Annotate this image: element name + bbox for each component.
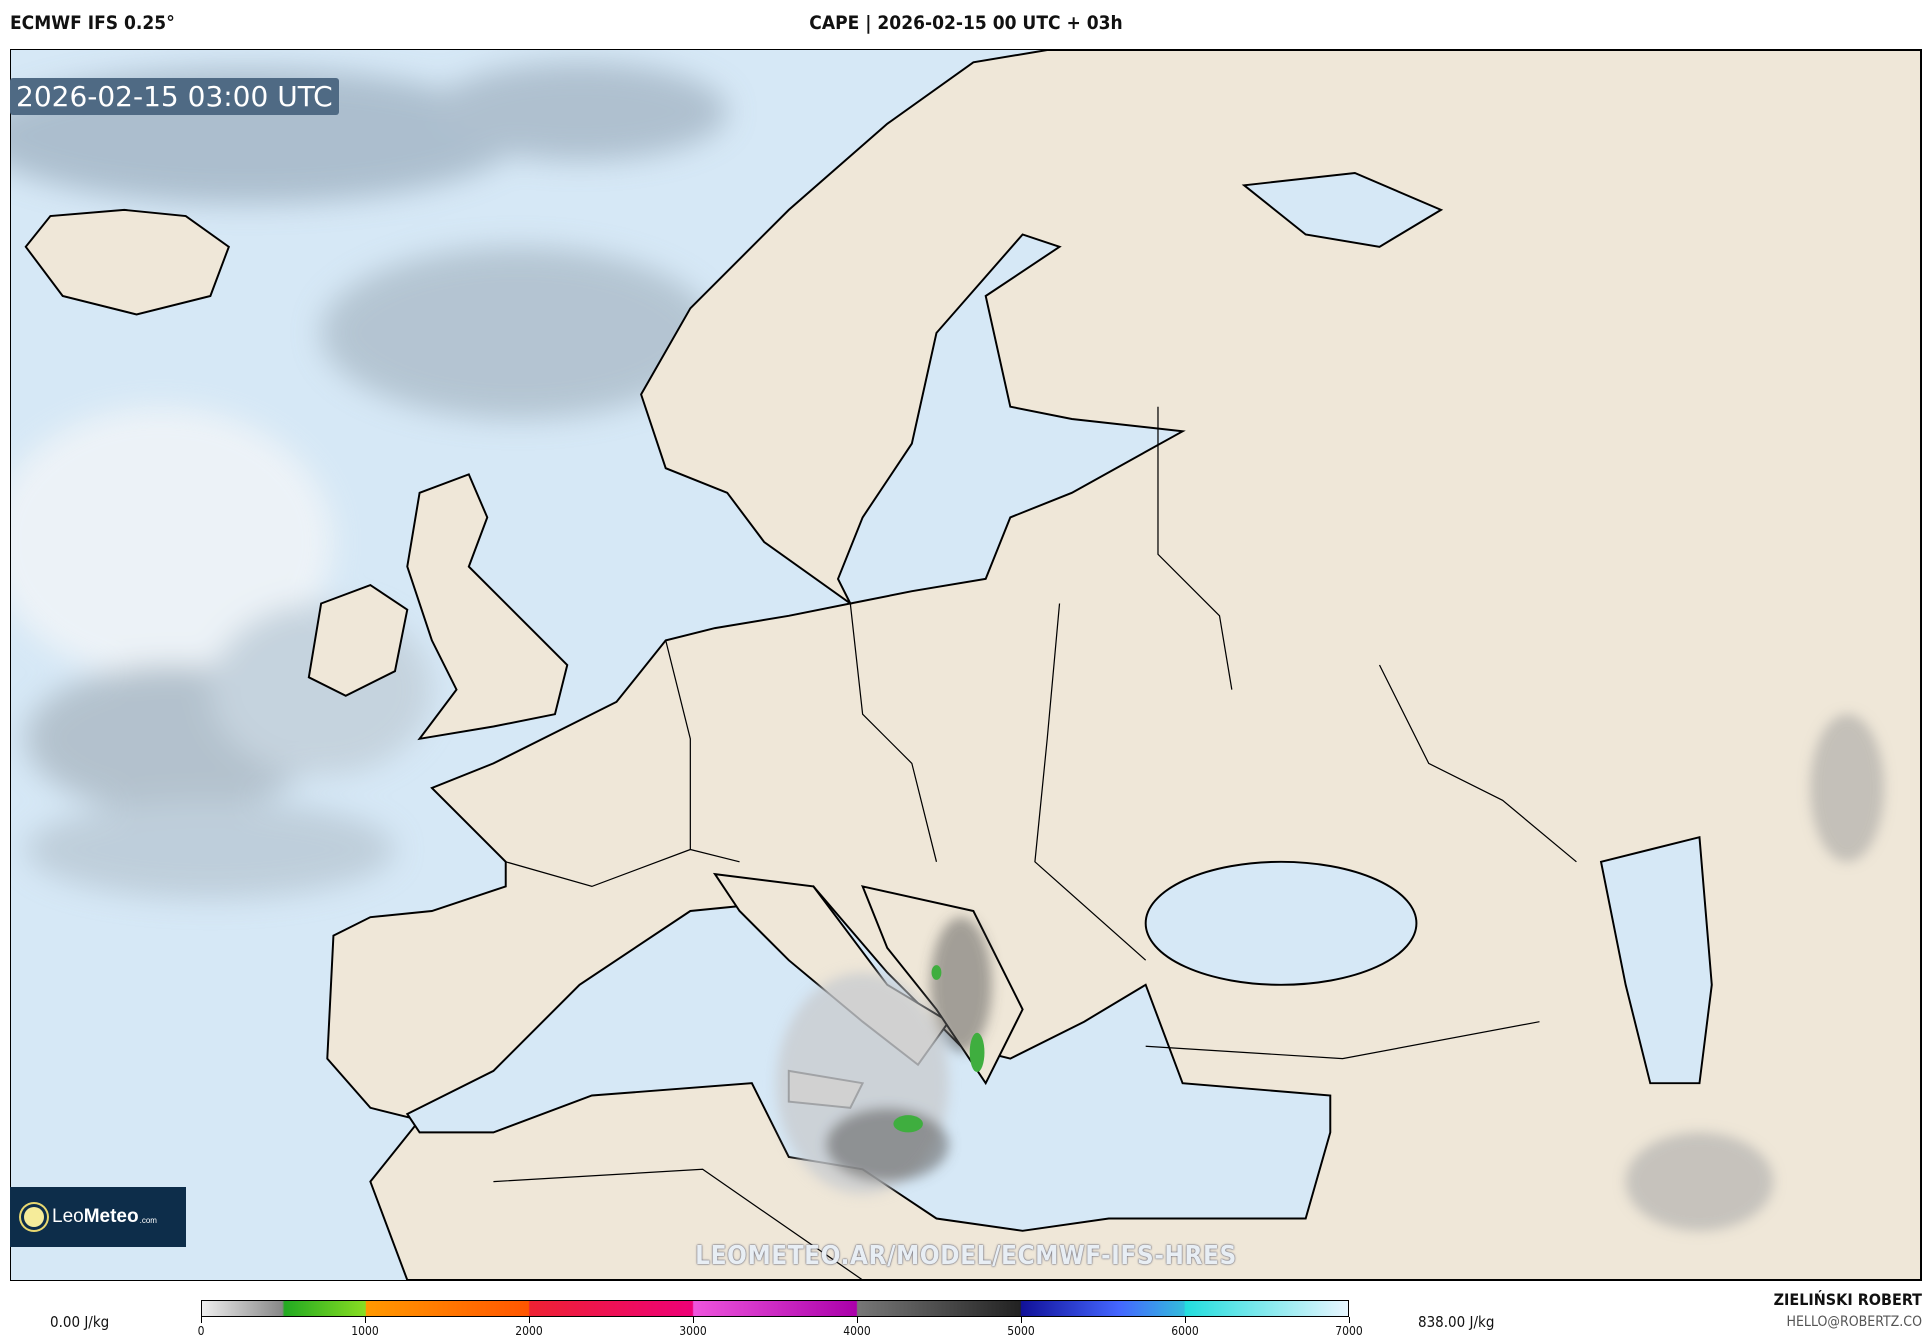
model-name: ECMWF IFS 0.25° (10, 12, 175, 34)
weather-map[interactable] (10, 49, 1922, 1281)
legend-tick-label: 5000 (1007, 1324, 1035, 1338)
color-scale-bar (201, 1300, 1349, 1317)
cape-field (776, 714, 1885, 1231)
watermark-url: LEOMETEO.AR/MODEL/ECMWF-IFS-HRES (695, 1241, 1237, 1271)
legend-tick-label: 4000 (843, 1324, 871, 1338)
legend-tick-label: 6000 (1171, 1324, 1199, 1338)
legend-tick-label: 1000 (351, 1324, 379, 1338)
legend-tick-label: 7000 (1335, 1324, 1363, 1338)
legend-tick-label: 0 (197, 1324, 205, 1338)
author-credit: ZIELIŃSKI ROBERT (1773, 1290, 1922, 1309)
legend-tick (1185, 1317, 1186, 1323)
legend-tick (529, 1317, 530, 1323)
legend-min-label: 0.00 J/kg (50, 1313, 110, 1331)
legend-tick (1349, 1317, 1350, 1323)
cape-patch (969, 1032, 985, 1073)
legend-tick (693, 1317, 694, 1323)
legend-tick (365, 1317, 366, 1323)
borders (493, 406, 1577, 1280)
cape-patch (893, 1115, 923, 1133)
legend-tick (857, 1317, 858, 1323)
cape-patch (931, 965, 942, 980)
author-email[interactable]: HELLO@ROBERTZ.CO (1786, 1314, 1923, 1330)
valid-time-label: 2026-02-15 03:00 UTC (10, 78, 339, 115)
legend-tick (201, 1317, 202, 1323)
legend-tick-label: 2000 (515, 1324, 543, 1338)
map-canvas (11, 50, 1921, 1280)
legend-tick-label: 3000 (679, 1324, 707, 1338)
chart-title: CAPE | 2026-02-15 00 UTC + 03h (809, 12, 1123, 34)
sun-icon (24, 1207, 44, 1227)
leometeo-logo[interactable]: Leo Meteo .com (10, 1187, 186, 1247)
legend-tick (1021, 1317, 1022, 1323)
legend-max-label: 838.00 J/kg (1418, 1313, 1495, 1331)
